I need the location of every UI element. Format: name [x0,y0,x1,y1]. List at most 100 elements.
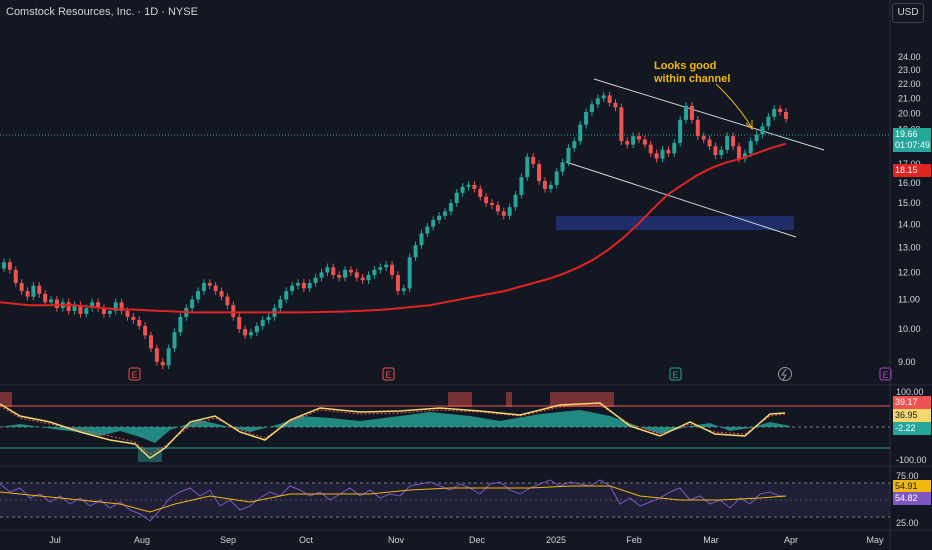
candle-body[interactable] [554,171,559,185]
candle-body[interactable] [742,153,747,159]
candle-body[interactable] [578,124,583,142]
candle-body[interactable] [331,267,336,276]
candle-body[interactable] [395,275,400,292]
candle-body[interactable] [478,188,483,197]
candle-body[interactable] [295,282,300,286]
candle-body[interactable] [560,162,565,172]
candle-body[interactable] [660,149,665,159]
candle-body[interactable] [472,184,477,189]
candle-body[interactable] [542,181,547,189]
candle-body[interactable] [731,136,736,147]
candle-body[interactable] [642,139,647,145]
earnings-marker-feb[interactable]: E [669,367,682,381]
candle-body[interactable] [284,291,289,300]
candle-body[interactable] [513,194,518,208]
candle-body[interactable] [148,335,153,349]
candle-body[interactable] [231,305,236,317]
candle-body[interactable] [760,126,765,135]
candle-body[interactable] [225,296,230,306]
candle-body[interactable] [425,226,430,234]
earnings-marker-aug[interactable]: E [128,367,141,381]
candle-body[interactable] [366,275,371,281]
channel-lower-line[interactable] [565,161,797,238]
candle-body[interactable] [401,288,406,292]
candle-body[interactable] [525,156,530,178]
candle-body[interactable] [125,310,130,317]
candle-body[interactable] [313,277,318,283]
candle-body[interactable] [254,326,259,333]
candle-body[interactable] [537,164,542,182]
candle-body[interactable] [613,102,618,108]
candle-body[interactable] [725,136,730,150]
candle-body[interactable] [589,104,594,112]
candle-body[interactable] [31,285,36,297]
candle-body[interactable] [207,282,212,286]
candle-body[interactable] [143,326,148,336]
candle-body[interactable] [407,257,412,289]
currency-button[interactable]: USD [892,3,924,23]
candle-body[interactable] [72,305,77,311]
candle-body[interactable] [490,203,495,206]
candle-body[interactable] [390,264,395,276]
candle-body[interactable] [25,291,30,297]
candle-body[interactable] [666,149,671,154]
candle-body[interactable] [43,293,48,303]
candle-body[interactable] [748,141,753,154]
candle-body[interactable] [572,141,577,149]
candle-body[interactable] [695,119,700,137]
candle-body[interactable] [507,207,512,216]
candle-body[interactable] [625,141,630,145]
candle-body[interactable] [90,302,95,309]
candle-body[interactable] [601,95,606,99]
candle-body[interactable] [66,302,71,311]
candle-body[interactable] [713,146,718,156]
candle-body[interactable] [584,111,589,125]
candle-body[interactable] [378,267,383,270]
candle-body[interactable] [607,95,612,103]
candle-body[interactable] [431,220,436,227]
candle-body[interactable] [501,211,506,216]
candle-body[interactable] [243,329,248,336]
candle-body[interactable] [460,186,465,193]
candle-body[interactable] [736,146,741,159]
candle-body[interactable] [519,177,524,195]
candle-body[interactable] [495,205,500,212]
candle-body[interactable] [672,142,677,154]
candle-body[interactable] [137,319,142,327]
channel-upper-line[interactable] [593,78,825,151]
candle-body[interactable] [419,233,424,246]
candle-body[interactable] [619,107,624,142]
candle-body[interactable] [719,149,724,156]
candle-body[interactable] [772,108,777,117]
candle-body[interactable] [319,272,324,278]
candle-body[interactable] [566,148,571,163]
candle-body[interactable] [49,299,54,303]
candle-body[interactable] [307,282,312,289]
candle-body[interactable] [442,211,447,216]
candle-body[interactable] [54,299,59,309]
candle-body[interactable] [78,305,83,314]
candle-body[interactable] [96,302,101,309]
candle-body[interactable] [266,316,271,320]
candle-body[interactable] [701,136,706,140]
earnings-marker-may[interactable]: E [879,367,892,381]
candle-body[interactable] [172,332,177,349]
candle-body[interactable] [689,105,694,120]
candle-body[interactable] [2,262,6,269]
candle-body[interactable] [548,184,553,189]
candle-body[interactable] [7,262,12,270]
candle-body[interactable] [107,310,112,314]
candle-body[interactable] [84,308,89,314]
candle-body[interactable] [448,203,453,212]
candle-body[interactable] [160,361,165,366]
dividend-icon[interactable] [778,367,792,381]
candle-body[interactable] [37,285,42,294]
candle-body[interactable] [178,316,183,333]
candle-body[interactable] [684,105,689,120]
candle-body[interactable] [413,245,418,258]
candle-body[interactable] [290,285,295,292]
chart-annotation[interactable]: Looks good within channel [654,60,730,86]
candle-body[interactable] [190,299,195,309]
candle-body[interactable] [466,184,471,187]
